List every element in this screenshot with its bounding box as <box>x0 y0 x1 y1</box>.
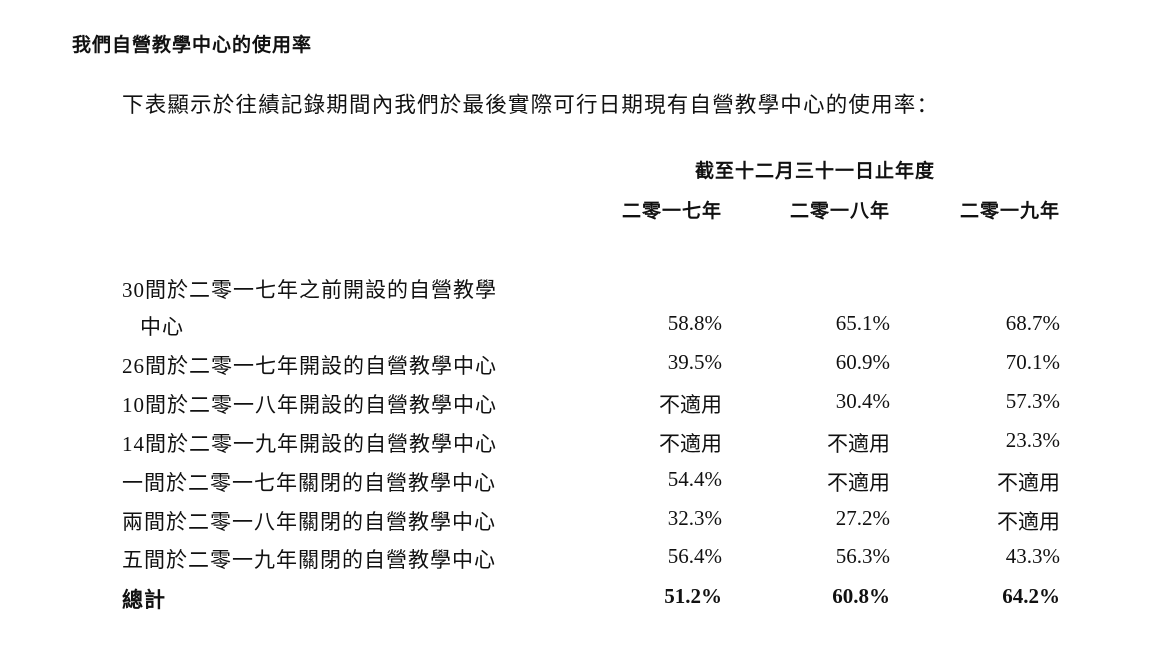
total-value: 51.2% <box>664 584 722 608</box>
cell-value: 27.2% <box>835 506 890 530</box>
total-label: 總計 <box>122 588 166 612</box>
total-value: 60.8% <box>832 584 890 608</box>
cell-value: 43.3% <box>1005 544 1060 568</box>
table-row: 14間於二零一九年開設的自營教學中心 不適用 不適用 23.3% <box>0 428 1161 458</box>
cell-value: 39.5% <box>667 350 722 374</box>
cell-value: 不適用 <box>827 471 890 495</box>
cell-value: 57.3% <box>1005 389 1060 413</box>
period-header: 截至十二月三十一日止年度 <box>694 161 935 182</box>
cell-value: 不適用 <box>997 471 1060 495</box>
intro-paragraph: 下表顯示於往績記錄期間內我們於最後實際可行日期現有自營教學中心的使用率： <box>122 93 940 117</box>
cell-value: 32.3% <box>667 506 722 530</box>
table-row: 兩間於二零一八年關閉的自營教學中心 32.3% 27.2% 不適用 <box>0 506 1161 536</box>
row-label-continued: 中心 <box>140 315 184 339</box>
cell-value: 不適用 <box>827 432 890 456</box>
row-label: 五間於二零一九年關閉的自營教學中心 <box>122 548 496 572</box>
row-label: 30間於二零一七年之前開設的自營教學 <box>122 278 497 302</box>
cell-value: 54.4% <box>667 467 722 491</box>
total-value: 64.2% <box>1002 584 1060 608</box>
cell-value: 不適用 <box>659 432 722 456</box>
total-row: 總計 51.2% 60.8% 64.2% <box>0 584 1161 614</box>
cell-value: 70.1% <box>1005 350 1060 374</box>
row-label: 14間於二零一九年開設的自營教學中心 <box>122 432 497 456</box>
cell-value: 30.4% <box>835 389 890 413</box>
cell-value: 不適用 <box>997 510 1060 534</box>
year-header-2019: 二零一九年 <box>959 201 1060 222</box>
row-label: 兩間於二零一八年關閉的自營教學中心 <box>122 510 496 534</box>
section-title: 我們自營教學中心的使用率 <box>72 35 313 56</box>
cell-value: 不適用 <box>659 393 722 417</box>
table-row: 一間於二零一七年關閉的自營教學中心 54.4% 不適用 不適用 <box>0 467 1161 497</box>
cell-value: 65.1% <box>835 311 890 335</box>
table-row: 五間於二零一九年關閉的自營教學中心 56.4% 56.3% 43.3% <box>0 544 1161 574</box>
row-label: 26間於二零一七年開設的自營教學中心 <box>122 354 497 378</box>
cell-value: 56.3% <box>835 544 890 568</box>
table-row: 30間於二零一七年之前開設的自營教學 中心 58.8% 65.1% 68.7% <box>0 274 1161 339</box>
row-label: 一間於二零一七年關閉的自營教學中心 <box>122 471 496 495</box>
table-row: 10間於二零一八年開設的自營教學中心 不適用 30.4% 57.3% <box>0 389 1161 419</box>
year-header-2018: 二零一八年 <box>789 201 890 222</box>
cell-value: 68.7% <box>1005 311 1060 335</box>
cell-value: 60.9% <box>835 350 890 374</box>
row-label: 10間於二零一八年開設的自營教學中心 <box>122 393 497 417</box>
table-row: 26間於二零一七年開設的自營教學中心 39.5% 60.9% 70.1% <box>0 350 1161 380</box>
cell-value: 56.4% <box>667 544 722 568</box>
year-header-2017: 二零一七年 <box>621 201 722 222</box>
cell-value: 23.3% <box>1005 428 1060 452</box>
cell-value: 58.8% <box>667 311 722 335</box>
